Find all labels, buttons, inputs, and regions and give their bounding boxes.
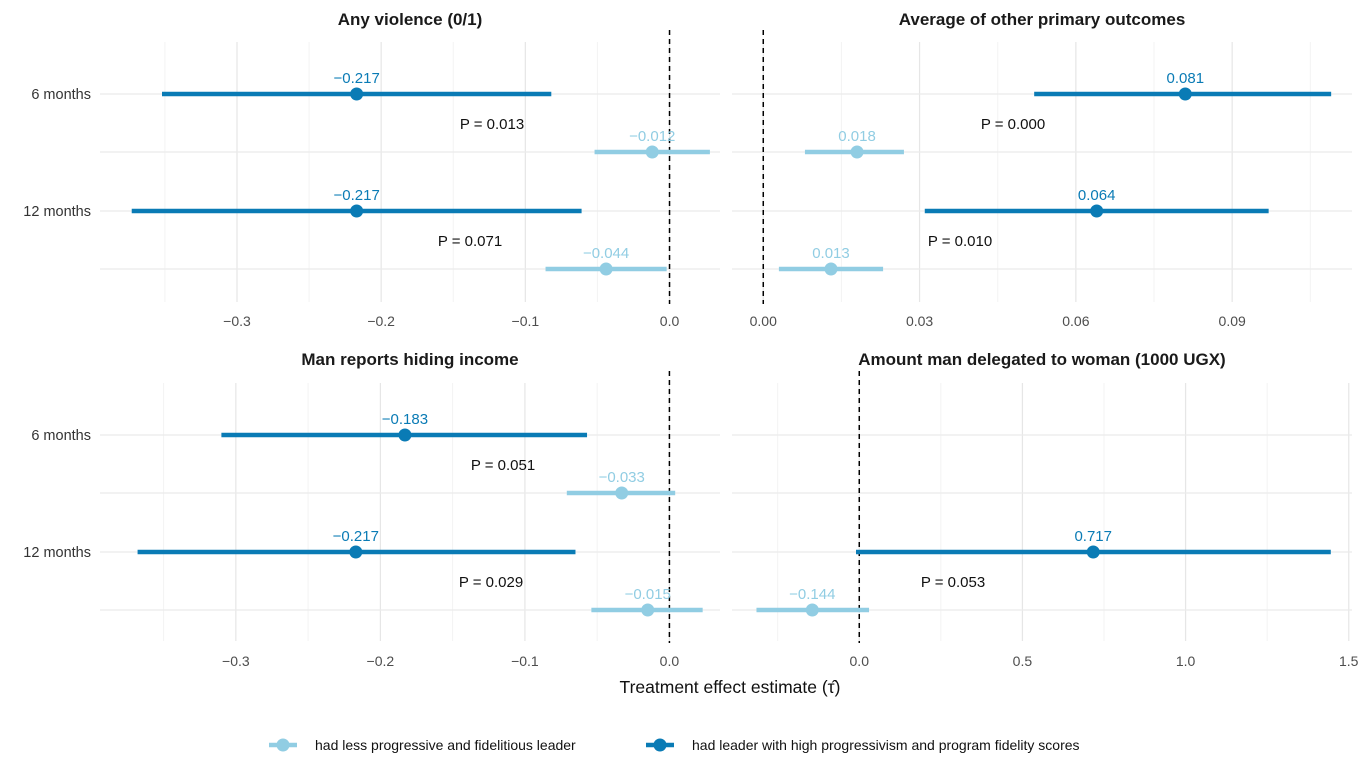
point-estimate: [1090, 204, 1104, 218]
panel-title: Man reports hiding income: [301, 350, 518, 369]
x-tick-label: 1.5: [1339, 653, 1359, 669]
x-tick-label: −0.2: [367, 653, 395, 669]
p-value-label: P = 0.029: [459, 574, 523, 591]
point-estimate: [850, 145, 864, 159]
estimate-label: 0.081: [1167, 70, 1205, 87]
point-estimate: [615, 486, 629, 500]
x-tick-label: 0.0: [660, 313, 680, 329]
point-estimate: [1178, 87, 1192, 101]
point-estimate: [641, 603, 655, 617]
x-tick-label: 0.06: [1062, 313, 1089, 329]
row-labels-layer: 6 months 12 months 6 months 12 months: [23, 87, 91, 561]
estimate-label: −0.217: [334, 70, 380, 87]
estimate-label: −0.217: [333, 528, 379, 545]
p-value-label: P = 0.071: [438, 233, 502, 250]
p-value-label: P = 0.053: [921, 574, 985, 591]
row-label: 6 months: [31, 87, 91, 103]
legend-label: had leader with high progressivism and p…: [692, 737, 1080, 753]
estimate-label: 0.018: [838, 128, 876, 145]
p-value-label: P = 0.010: [928, 233, 992, 250]
x-tick-label: −0.1: [512, 313, 540, 329]
estimate-label: −0.012: [629, 128, 675, 145]
panel-2: Average of other primary outcomes 0.00 0.0…: [732, 10, 1352, 329]
row-label: 12 months: [23, 204, 91, 220]
legend-label: had less progressive and fidelitious lea…: [315, 737, 576, 753]
x-tick-label: 0.00: [750, 313, 777, 329]
point-estimate: [645, 145, 659, 159]
estimate-label: −0.144: [789, 586, 835, 603]
panel-1: Any violence (0/1) −0.3 −0.2 −0.1 0.0 −0.217 −…: [100, 10, 720, 329]
point-estimate: [599, 262, 613, 276]
p-value-label: P = 0.013: [460, 116, 524, 133]
x-tick-label: 0.03: [906, 313, 933, 329]
p-value-label: P = 0.000: [981, 116, 1045, 133]
x-tick-label: 1.0: [1176, 653, 1196, 669]
legend-key-point: [276, 738, 290, 752]
x-tick-label: 0.0: [660, 653, 680, 669]
x-tick-label: −0.2: [367, 313, 395, 329]
panel-3: Man reports hiding income −0.3 −0.2 −0.1 0.0…: [100, 350, 720, 669]
panel-title: Amount man delegated to woman (1000 UGX): [858, 350, 1225, 369]
row-label: 6 months: [31, 428, 91, 444]
point-estimate: [350, 204, 364, 218]
point-estimate: [805, 603, 819, 617]
estimate-label: 0.717: [1074, 528, 1112, 545]
point-estimate: [1086, 545, 1100, 559]
estimate-label: −0.015: [625, 586, 671, 603]
legend: had less progressive and fidelitious lea…: [269, 737, 1080, 753]
point-estimate: [349, 545, 363, 559]
estimate-label: −0.217: [334, 187, 380, 204]
estimate-label: −0.183: [382, 411, 428, 428]
estimate-label: −0.044: [583, 245, 629, 262]
panel-title: Average of other primary outcomes: [899, 10, 1186, 29]
x-tick-label: −0.1: [511, 653, 539, 669]
point-estimate: [824, 262, 838, 276]
estimate-label: −0.033: [599, 469, 645, 486]
point-estimate: [350, 87, 364, 101]
x-tick-label: −0.3: [223, 313, 251, 329]
point-estimate: [398, 428, 412, 442]
x-tick-label: 0.09: [1219, 313, 1246, 329]
x-tick-label: 0.0: [850, 653, 870, 669]
p-value-label: P = 0.051: [471, 457, 535, 474]
row-label: 12 months: [23, 545, 91, 561]
panel-4: Amount man delegated to woman (1000 UGX)…: [732, 350, 1359, 669]
x-tick-label: 0.5: [1013, 653, 1033, 669]
x-tick-label: −0.3: [222, 653, 250, 669]
estimate-label: 0.013: [812, 245, 850, 262]
legend-key-point: [653, 738, 667, 752]
panels-layer: Any violence (0/1) −0.3 −0.2 −0.1 0.0 −0.217 −…: [100, 10, 1359, 669]
estimate-label: 0.064: [1078, 187, 1116, 204]
x-axis-title: Treatment effect estimate (τ̂): [620, 677, 841, 697]
panel-title: Any violence (0/1): [338, 10, 483, 29]
